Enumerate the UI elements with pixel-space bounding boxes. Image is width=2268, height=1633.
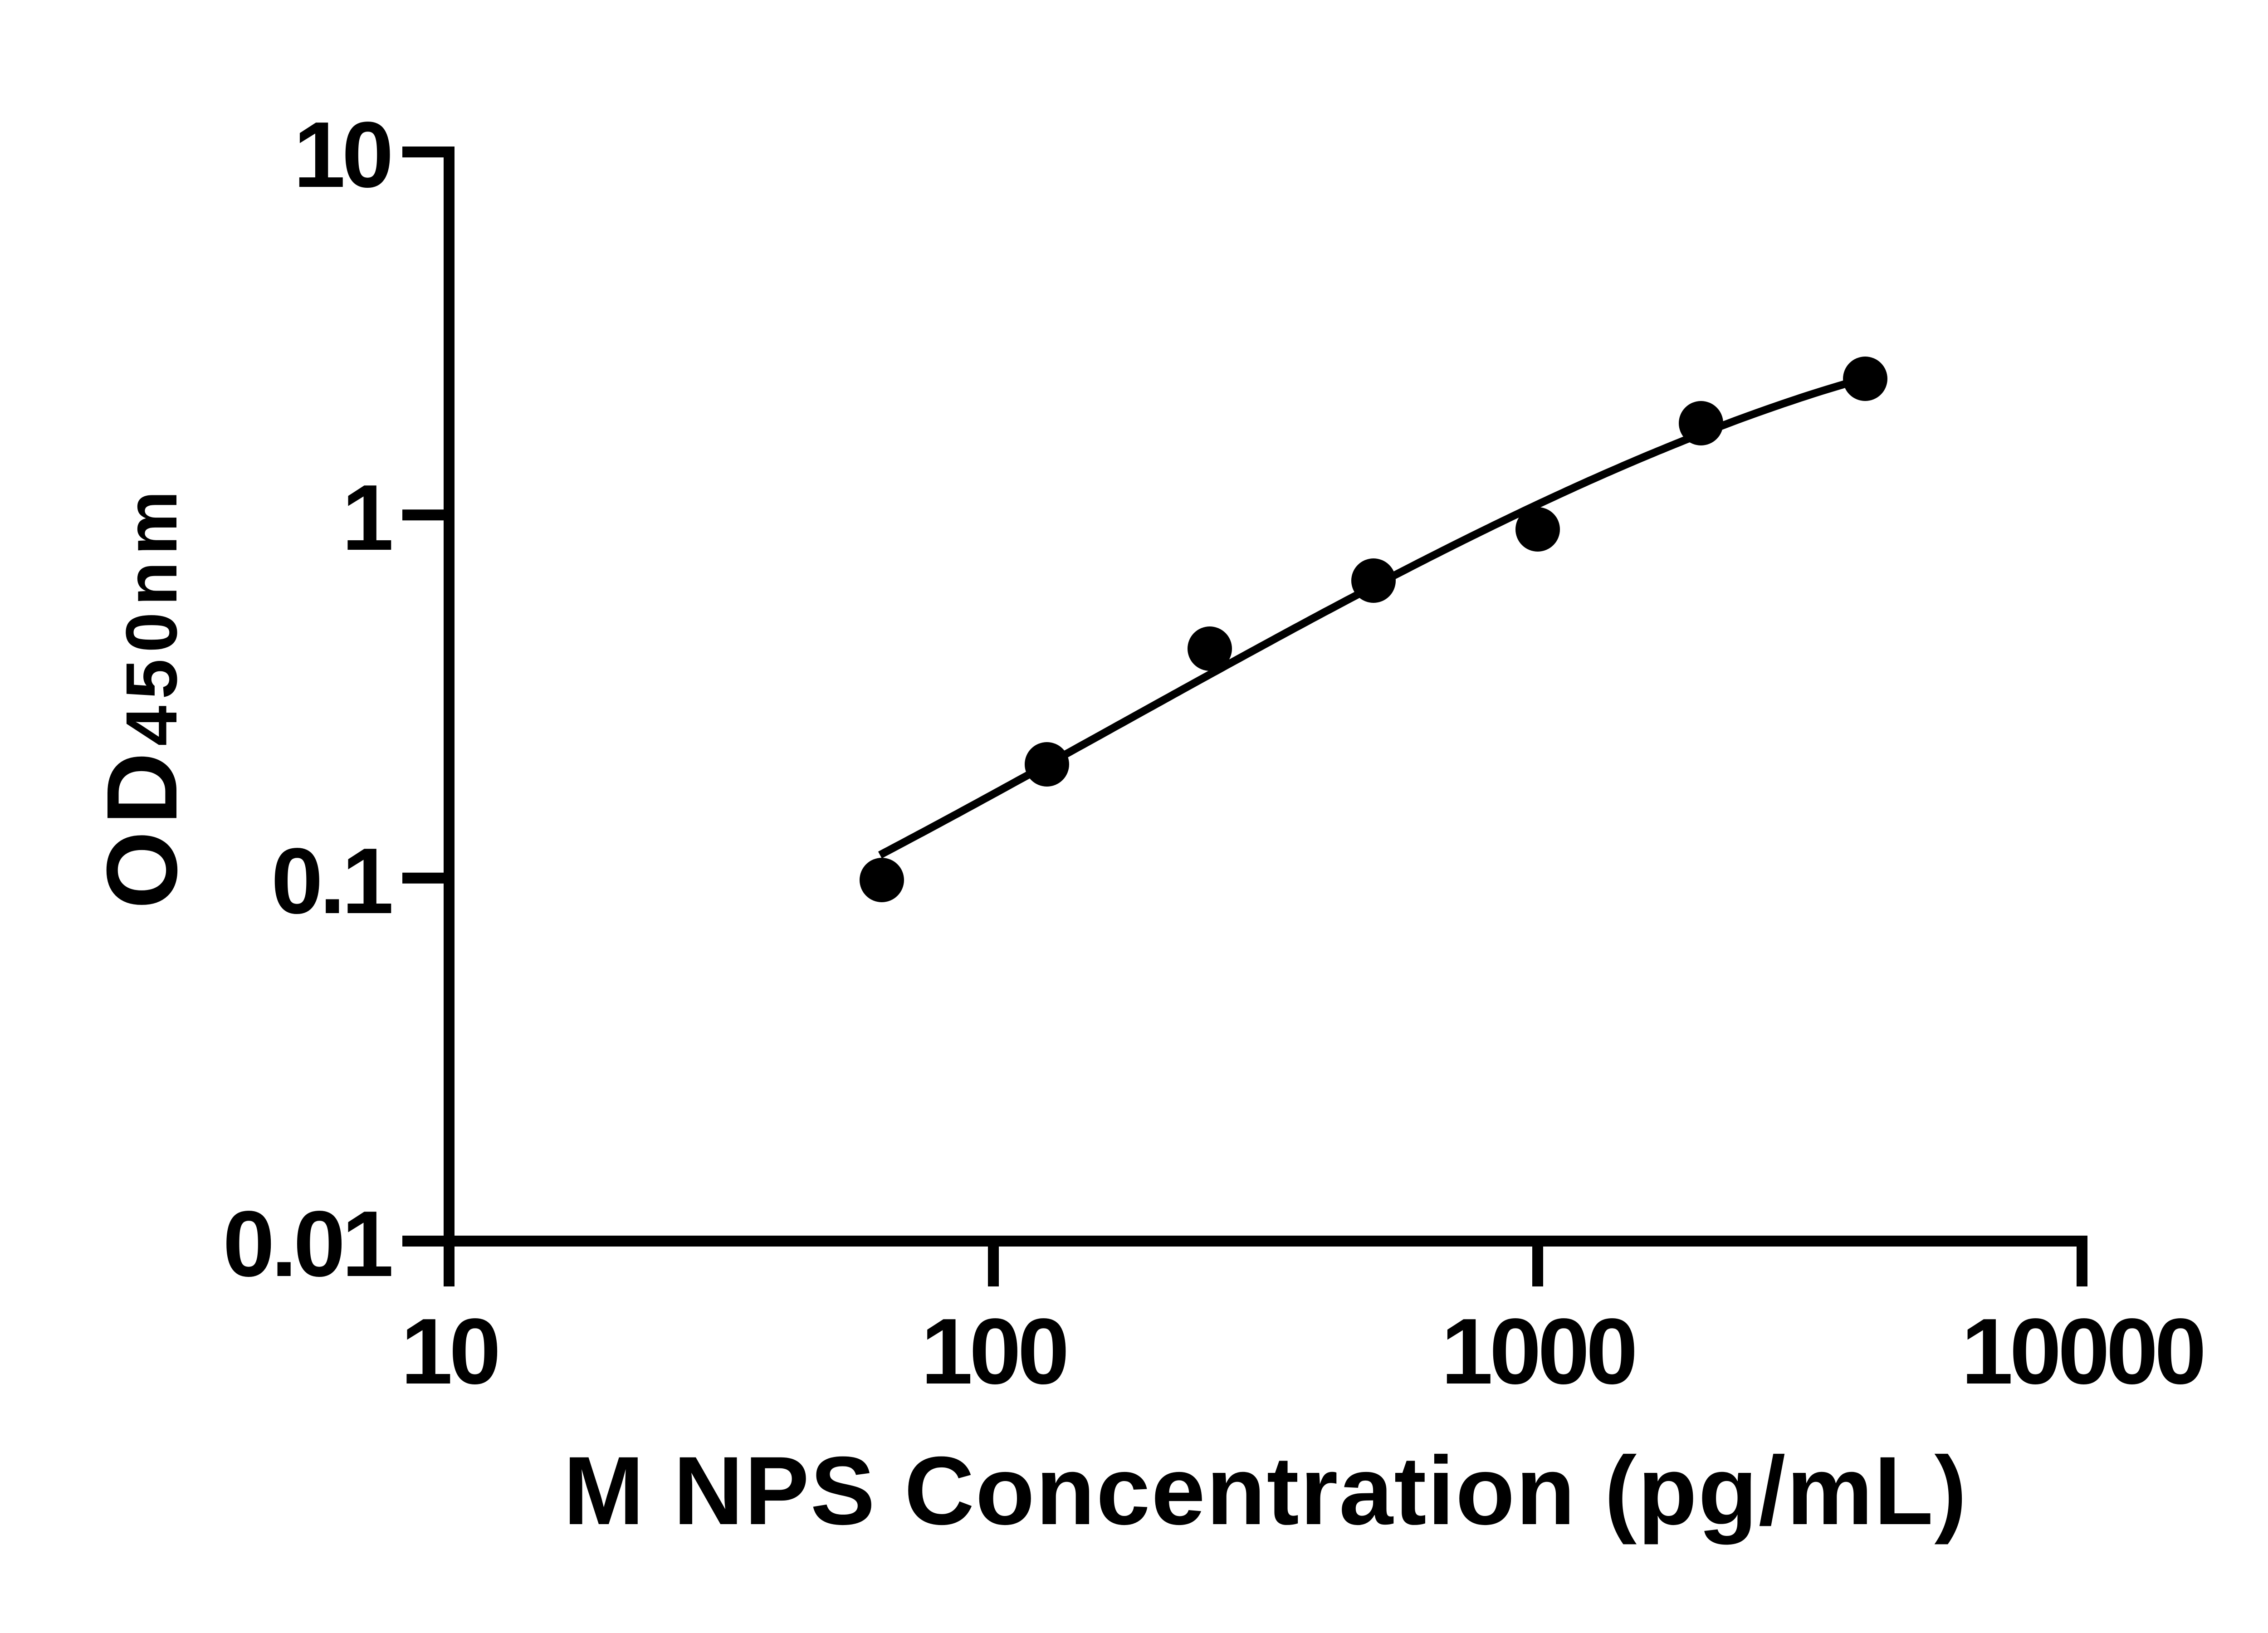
svg-text:0.1: 0.1 — [271, 829, 391, 933]
svg-text:1: 1 — [342, 465, 391, 570]
svg-text:10000: 10000 — [1961, 1299, 2203, 1403]
svg-text:1000: 1000 — [1441, 1299, 1635, 1403]
svg-text:0.01: 0.01 — [223, 1192, 391, 1296]
svg-text:10: 10 — [293, 103, 391, 207]
svg-text:M NPS Concentration (pg/mL): M NPS Concentration (pg/mL) — [563, 1437, 1968, 1545]
svg-text:10: 10 — [401, 1299, 498, 1403]
svg-text:100: 100 — [921, 1299, 1066, 1403]
